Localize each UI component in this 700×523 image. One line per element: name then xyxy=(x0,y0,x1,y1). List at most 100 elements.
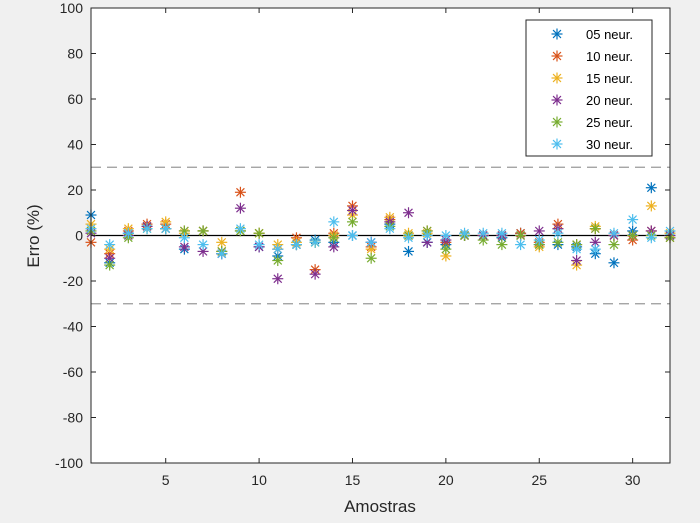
data-point xyxy=(328,241,340,253)
data-point xyxy=(608,239,620,251)
data-point xyxy=(272,243,284,255)
legend-label: 25 neur. xyxy=(586,115,633,130)
data-point xyxy=(272,273,284,285)
y-tick-label: -60 xyxy=(63,364,83,380)
y-tick-label: 40 xyxy=(67,137,83,153)
legend-box xyxy=(525,19,653,157)
data-point xyxy=(608,257,620,269)
y-tick-label: 80 xyxy=(67,46,83,62)
data-point xyxy=(440,230,452,241)
data-point xyxy=(160,223,172,235)
data-point xyxy=(365,252,377,264)
y-tick-label: -80 xyxy=(63,410,83,426)
y-tick-label: -40 xyxy=(63,319,83,335)
data-series xyxy=(85,182,676,285)
data-point xyxy=(141,223,153,235)
data-point xyxy=(645,232,657,244)
legend-marker xyxy=(551,94,563,106)
data-point xyxy=(496,239,508,251)
data-point xyxy=(440,243,452,255)
data-point xyxy=(440,250,452,262)
data-point xyxy=(253,239,265,251)
legend: 05 neur. 10 neur. 15 neur. 20 neur. 25 neur.… xyxy=(525,19,653,157)
x-tick-label: 5 xyxy=(162,472,170,488)
data-point xyxy=(197,245,209,257)
data-point xyxy=(421,230,433,241)
data-point xyxy=(627,230,639,241)
data-point xyxy=(365,236,377,248)
legend-label: 10 neur. xyxy=(586,49,633,64)
data-point xyxy=(328,216,340,228)
y-tick-label: -20 xyxy=(63,273,83,289)
data-point xyxy=(477,227,489,239)
legend-label: 05 neur. xyxy=(586,27,633,42)
x-tick-label: 25 xyxy=(531,472,547,488)
x-tick-label: 30 xyxy=(625,472,641,488)
data-point xyxy=(608,227,620,239)
legend-label: 20 neur. xyxy=(586,93,633,108)
data-point xyxy=(216,248,228,260)
data-point xyxy=(645,200,657,212)
y-tick-label: -100 xyxy=(55,455,83,471)
data-point xyxy=(645,182,657,194)
legend-marker xyxy=(551,116,563,128)
data-point xyxy=(403,232,415,244)
legend-item: 20 neur. xyxy=(551,93,633,108)
data-point xyxy=(346,216,358,228)
data-point xyxy=(122,227,134,239)
data-point xyxy=(104,259,116,271)
data-point xyxy=(403,245,415,257)
x-tick-label: 20 xyxy=(438,472,454,488)
x-axis-label: Amostras xyxy=(344,497,416,516)
data-point xyxy=(328,232,340,244)
data-point xyxy=(515,239,527,251)
data-point xyxy=(272,255,284,267)
x-tick-label: 10 xyxy=(251,472,267,488)
legend-marker xyxy=(551,28,563,40)
data-point xyxy=(459,227,471,239)
data-point xyxy=(290,239,302,251)
data-point xyxy=(178,232,190,244)
series-30-neur xyxy=(85,214,676,260)
data-point xyxy=(216,236,228,248)
data-point xyxy=(197,239,209,251)
data-point xyxy=(403,207,415,219)
data-point xyxy=(234,202,246,214)
data-point xyxy=(627,214,639,226)
data-point xyxy=(253,227,265,239)
data-point xyxy=(104,239,116,251)
data-point xyxy=(552,227,564,239)
legend-item: 05 neur. xyxy=(551,27,633,42)
x-tick-label: 15 xyxy=(345,472,361,488)
data-point xyxy=(589,243,601,255)
legend-item: 10 neur. xyxy=(551,49,633,64)
y-tick-label: 0 xyxy=(75,228,83,244)
data-point xyxy=(346,230,358,241)
y-tick-label: 60 xyxy=(67,91,83,107)
data-point xyxy=(533,234,545,246)
data-point xyxy=(571,255,583,267)
data-point xyxy=(496,227,508,239)
data-point xyxy=(309,268,321,280)
data-point xyxy=(197,225,209,237)
legend-marker xyxy=(551,138,563,150)
data-point xyxy=(234,223,246,235)
legend-label: 30 neur. xyxy=(586,137,633,152)
legend-item: 30 neur. xyxy=(551,137,633,152)
legend-item: 25 neur. xyxy=(551,115,633,130)
y-tick-label: 100 xyxy=(60,0,84,16)
data-point xyxy=(234,186,246,198)
data-point xyxy=(365,243,377,255)
legend-item: 15 neur. xyxy=(551,71,633,86)
data-point xyxy=(309,236,321,248)
data-point xyxy=(104,252,116,264)
y-tick-label: 20 xyxy=(67,182,83,198)
data-point xyxy=(346,204,358,216)
data-point xyxy=(533,225,545,237)
legend-marker xyxy=(551,50,563,62)
data-point xyxy=(571,243,583,255)
legend-marker xyxy=(551,72,563,84)
y-axis-label: Erro (%) xyxy=(24,204,43,267)
legend-label: 15 neur. xyxy=(586,71,633,86)
